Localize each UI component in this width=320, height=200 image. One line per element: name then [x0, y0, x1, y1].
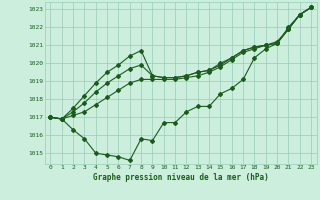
X-axis label: Graphe pression niveau de la mer (hPa): Graphe pression niveau de la mer (hPa)	[93, 173, 269, 182]
